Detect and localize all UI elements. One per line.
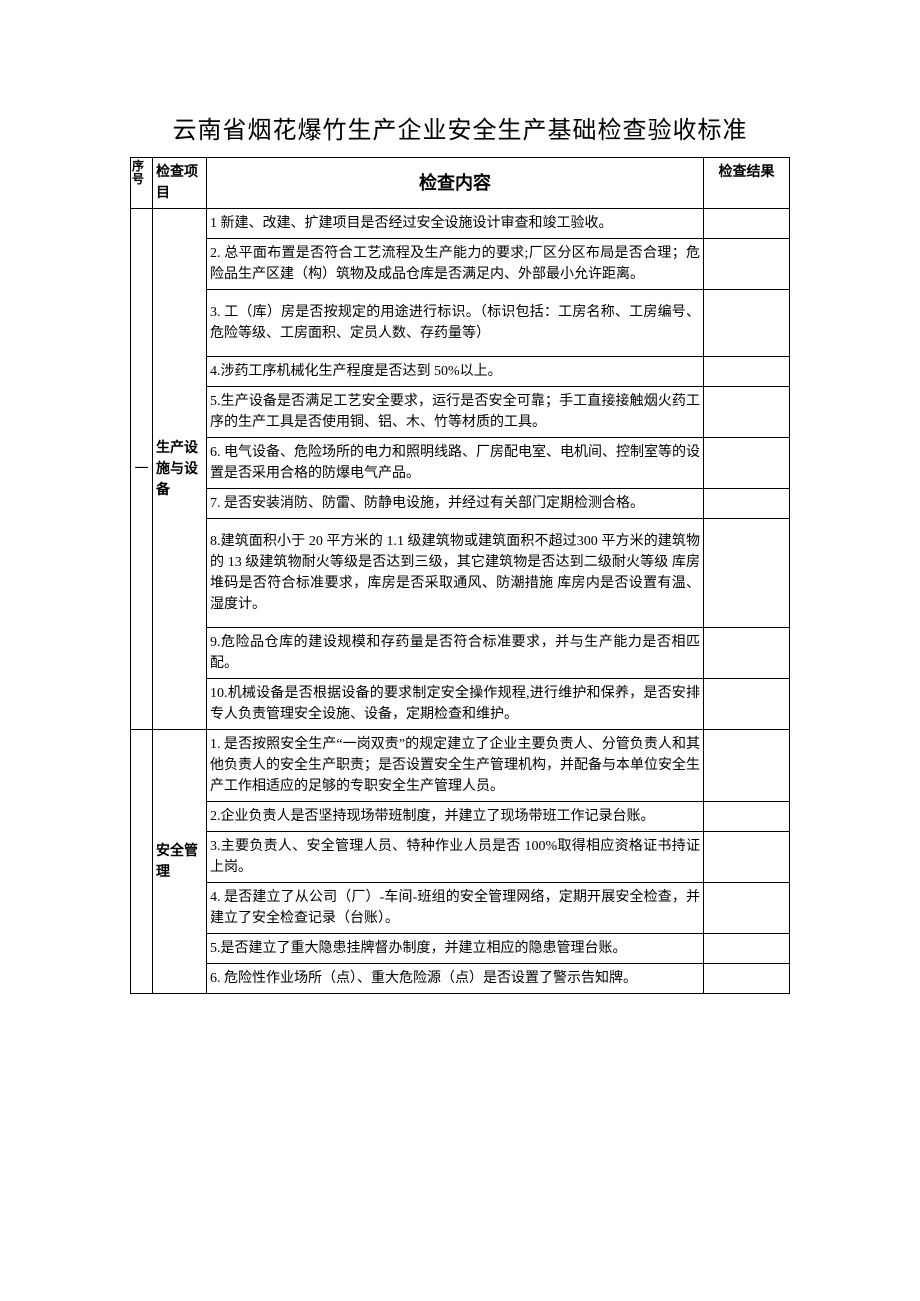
header-content: 检查内容 bbox=[207, 158, 704, 209]
table-row: 6. 危险性作业场所（点）、重大危险源（点）是否设置了警示告知牌。 bbox=[131, 964, 790, 994]
row-content: 5.是否建立了重大隐患挂牌督办制度，并建立相应的隐患管理台账。 bbox=[207, 934, 704, 964]
table-row: 2.企业负责人是否坚持现场带班制度，并建立了现场带班工作记录台账。 bbox=[131, 802, 790, 832]
row-content: 2.企业负责人是否坚持现场带班制度，并建立了现场带班工作记录台账。 bbox=[207, 802, 704, 832]
table-row: 9.危险品仓库的建设规模和存药量是否符合标准要求，并与生产能力是否相匹配。 bbox=[131, 628, 790, 679]
header-result: 检查结果 bbox=[704, 158, 790, 209]
table-row: 4.涉药工序机械化生产程度是否达到 50%以上。 bbox=[131, 357, 790, 387]
row-result bbox=[704, 209, 790, 239]
row-result bbox=[704, 730, 790, 802]
row-content: 2. 总平面布置是否符合工艺流程及生产能力的要求;厂区分区布局是否合理；危险品生… bbox=[207, 239, 704, 290]
table-row: 一生产设施与设备1 新建、改建、扩建项目是否经过安全设施设计审查和竣工验收。 bbox=[131, 209, 790, 239]
row-result bbox=[704, 964, 790, 994]
row-result bbox=[704, 883, 790, 934]
row-result bbox=[704, 832, 790, 883]
table-row: 3.主要负责人、安全管理人员、特种作业人员是否 100%取得相应资格证书持证上岗… bbox=[131, 832, 790, 883]
header-num: 序号 bbox=[131, 158, 153, 209]
row-result bbox=[704, 679, 790, 730]
row-content: 3. 工（库）房是否按规定的用途进行标识。（标识包括：工房名称、工房编号、危险等… bbox=[207, 290, 704, 357]
row-content: 7. 是否安装消防、防雷、防静电设施，并经过有关部门定期检测合格。 bbox=[207, 489, 704, 519]
row-result bbox=[704, 438, 790, 489]
table-row: 3. 工（库）房是否按规定的用途进行标识。（标识包括：工房名称、工房编号、危险等… bbox=[131, 290, 790, 357]
row-content: 8.建筑面积小于 20 平方米的 1.1 级建筑物或建筑面积不超过300 平方米… bbox=[207, 519, 704, 628]
row-content: 6. 电气设备、危险场所的电力和照明线路、厂房配电室、电机间、控制室等的设置是否… bbox=[207, 438, 704, 489]
row-result bbox=[704, 934, 790, 964]
table-row: 10.机械设备是否根据设备的要求制定安全操作规程,进行维护和保养，是否安排专人负… bbox=[131, 679, 790, 730]
table-row: 5.生产设备是否满足工艺安全要求，运行是否安全可靠；手工直接接触烟火药工序的生产… bbox=[131, 387, 790, 438]
row-content: 1. 是否按照安全生产“一岗双责”的规定建立了企业主要负责人、分管负责人和其他负… bbox=[207, 730, 704, 802]
inspection-table: 序号 检查项目 检查内容 检查结果 一生产设施与设备1 新建、改建、扩建项目是否… bbox=[130, 157, 790, 994]
row-result bbox=[704, 519, 790, 628]
row-result bbox=[704, 290, 790, 357]
row-result bbox=[704, 628, 790, 679]
row-item: 安全管理 bbox=[153, 730, 207, 994]
table-row: 7. 是否安装消防、防雷、防静电设施，并经过有关部门定期检测合格。 bbox=[131, 489, 790, 519]
table-row: 5.是否建立了重大隐患挂牌督办制度，并建立相应的隐患管理台账。 bbox=[131, 934, 790, 964]
row-content: 9.危险品仓库的建设规模和存药量是否符合标准要求，并与生产能力是否相匹配。 bbox=[207, 628, 704, 679]
table-row: 6. 电气设备、危险场所的电力和照明线路、厂房配电室、电机间、控制室等的设置是否… bbox=[131, 438, 790, 489]
row-content: 10.机械设备是否根据设备的要求制定安全操作规程,进行维护和保养，是否安排专人负… bbox=[207, 679, 704, 730]
row-num: 一 bbox=[131, 209, 153, 730]
row-content: 3.主要负责人、安全管理人员、特种作业人员是否 100%取得相应资格证书持证上岗… bbox=[207, 832, 704, 883]
row-result bbox=[704, 387, 790, 438]
row-content: 4. 是否建立了从公司（厂）-车间-班组的安全管理网络，定期开展安全检查，并建立… bbox=[207, 883, 704, 934]
row-item: 生产设施与设备 bbox=[153, 209, 207, 730]
row-result bbox=[704, 489, 790, 519]
row-num bbox=[131, 730, 153, 994]
row-result bbox=[704, 802, 790, 832]
table-row: 安全管理1. 是否按照安全生产“一岗双责”的规定建立了企业主要负责人、分管负责人… bbox=[131, 730, 790, 802]
table-row: 2. 总平面布置是否符合工艺流程及生产能力的要求;厂区分区布局是否合理；危险品生… bbox=[131, 239, 790, 290]
row-content: 5.生产设备是否满足工艺安全要求，运行是否安全可靠；手工直接接触烟火药工序的生产… bbox=[207, 387, 704, 438]
table-header-row: 序号 检查项目 检查内容 检查结果 bbox=[131, 158, 790, 209]
header-item: 检查项目 bbox=[153, 158, 207, 209]
table-row: 4. 是否建立了从公司（厂）-车间-班组的安全管理网络，定期开展安全检查，并建立… bbox=[131, 883, 790, 934]
row-result bbox=[704, 239, 790, 290]
row-content: 6. 危险性作业场所（点）、重大危险源（点）是否设置了警示告知牌。 bbox=[207, 964, 704, 994]
table-row: 8.建筑面积小于 20 平方米的 1.1 级建筑物或建筑面积不超过300 平方米… bbox=[131, 519, 790, 628]
row-content: 4.涉药工序机械化生产程度是否达到 50%以上。 bbox=[207, 357, 704, 387]
page-title: 云南省烟花爆竹生产企业安全生产基础检查验收标准 bbox=[130, 110, 790, 145]
row-result bbox=[704, 357, 790, 387]
row-content: 1 新建、改建、扩建项目是否经过安全设施设计审查和竣工验收。 bbox=[207, 209, 704, 239]
